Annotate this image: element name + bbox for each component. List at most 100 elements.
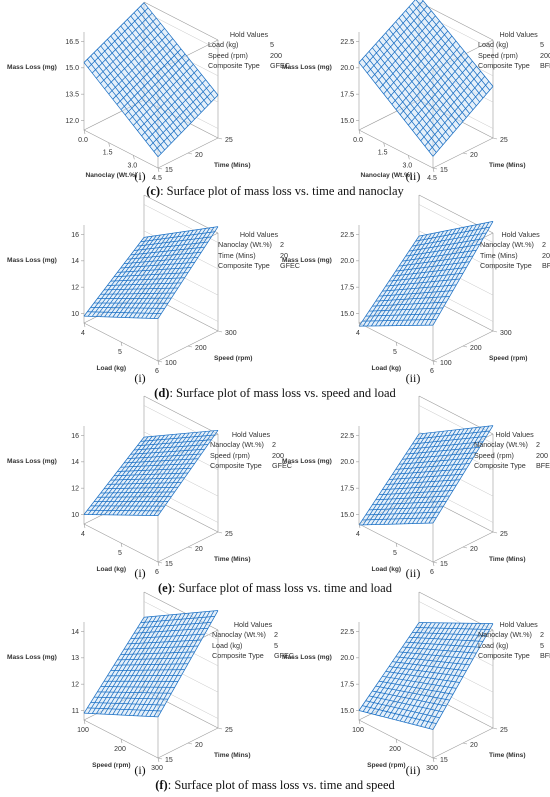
- y-axis-title: Time (Mins): [489, 556, 526, 563]
- surface-meshline: [153, 610, 215, 717]
- surface-meshline: [149, 430, 211, 516]
- hold-value-row: Nanoclay (Wt.%) 2: [480, 240, 550, 250]
- hold-value-row: Composite Type BFEC: [478, 651, 550, 661]
- surface-meshline: [428, 81, 490, 152]
- hold-values: Hold Values Nanoclay (Wt.%) 2 Time (Mins) 20…: [218, 230, 300, 271]
- z-tick-label: 22.5: [340, 629, 354, 636]
- surface-meshline: [412, 436, 487, 445]
- hold-value-value: GFEC: [280, 260, 300, 270]
- hold-value-row: Nanoclay (Wt.%) 2: [218, 240, 300, 250]
- x-tick: [120, 542, 123, 548]
- panel-label: (i): [134, 763, 146, 777]
- surface-meshline: [408, 441, 484, 450]
- surface-panel-c-i: 16.5 15.0 13.5 12.0 0.0 1.5 3.0 4.5 25 20 15 Mass L…: [0, 1, 290, 182]
- hold-value-name: Speed (rpm): [478, 50, 518, 60]
- surface-panel-c-ii: 22.5 20.0 17.5 15.0 0.0 1.5 3.0 4.5 25 20 15 Mass L…: [275, 0, 550, 182]
- y-tick-label: 300: [225, 330, 237, 337]
- y-tick-label: 15: [440, 561, 448, 568]
- y-tick: [217, 330, 223, 333]
- panel-label: (ii): [405, 566, 421, 580]
- x-tick-label: 5: [118, 349, 122, 356]
- surface-meshline: [412, 232, 487, 247]
- x-axis-title: Nanoclay (Wt.%): [360, 172, 412, 179]
- z-tick-label: 15.0: [340, 512, 354, 519]
- y-tick-label: 25: [225, 137, 233, 144]
- y-tick-label: 25: [500, 727, 508, 734]
- x-tick-label: 4.5: [152, 175, 162, 182]
- y-axis-title: Time (Mins): [214, 556, 251, 563]
- x-tick-label: 4: [81, 531, 85, 538]
- surface-fill: [359, 425, 493, 526]
- hold-value-name: Composite Type: [478, 60, 530, 70]
- hold-value-name: Time (Mins): [480, 250, 518, 260]
- hold-value-name: Load (kg): [478, 640, 509, 650]
- panel-label: (ii): [405, 763, 421, 777]
- surface-meshline: [133, 444, 209, 451]
- surface-meshline: [157, 94, 219, 158]
- surface-plot: 14 13 12 11 100 200 300 25 20 15 Mass Loss (mg) Spe…: [7, 591, 251, 772]
- hold-value-row: Load (kg) 5: [212, 641, 294, 651]
- hold-values-title: Hold Values: [499, 30, 538, 39]
- panel-label: (ii): [405, 371, 421, 385]
- hold-value-value: 200: [270, 50, 282, 60]
- hold-value-row: Time (Mins) 20: [480, 251, 550, 261]
- surface-meshline: [428, 623, 490, 729]
- surface-plot: 22.5 20.0 17.5 15.0 4 5 6 25 20 15 Mass Loss (mg) L…: [282, 395, 526, 576]
- hold-value-row: Speed (rpm) 200: [474, 451, 550, 461]
- y-tick: [492, 531, 498, 534]
- z-tick-label: 13.5: [65, 91, 79, 98]
- surface-meshline: [408, 238, 484, 252]
- surface-panel-f-ii: 22.5 20.0 17.5 15.0 100 200 300 25 20 15 Mass Loss…: [275, 591, 550, 772]
- surface-meshline: [422, 0, 494, 87]
- y-tick: [432, 561, 438, 564]
- y-tick-label: 15: [165, 757, 173, 764]
- z-tick-label: 20.0: [340, 258, 354, 265]
- surface-meshline: [412, 2, 487, 95]
- x-tick: [358, 719, 361, 725]
- surface-meshline: [137, 621, 212, 629]
- hold-value-name: Nanoclay (Wt.%): [212, 630, 266, 640]
- y-tick: [492, 727, 498, 730]
- hold-value-row: Speed (rpm) 200: [208, 51, 290, 61]
- hold-value-name: Composite Type: [208, 60, 260, 70]
- surface-meshline: [418, 425, 494, 435]
- hold-values-title: Hold Values: [231, 430, 271, 439]
- surface-meshline: [149, 611, 211, 717]
- hold-value-value: 20: [542, 250, 550, 260]
- z-tick-label: 16: [71, 232, 79, 239]
- y-tick: [157, 561, 163, 564]
- surface-meshline: [140, 616, 215, 623]
- surface-meshline: [428, 222, 490, 326]
- surface-meshline: [143, 226, 219, 238]
- y-tick-label: 20: [195, 742, 203, 749]
- surface-fill: [84, 610, 218, 717]
- surface-panel-d-i: 16 14 12 10 4 5 6 300 200 100 Mass Loss (mg) Load (…: [0, 194, 300, 375]
- y-axis-title: Time (Mins): [489, 162, 526, 169]
- z-tick-label: 17.5: [340, 91, 354, 98]
- z-tick-label: 16: [71, 433, 79, 440]
- x-tick-label: 4: [81, 330, 85, 337]
- hold-value-row: Composite Type GFEC: [218, 261, 300, 271]
- hold-value-name: Composite Type: [212, 650, 264, 660]
- y-tick-label: 20: [470, 546, 478, 553]
- y-tick-label: 25: [225, 727, 233, 734]
- figure-caption: (f): Surface plot of mass loss vs. time …: [155, 778, 395, 792]
- hold-value-name: Load (kg): [208, 40, 239, 50]
- surface-meshline: [133, 241, 209, 251]
- y-axis-title: Speed (rpm): [214, 355, 252, 362]
- surface-plot: 22.5 20.0 17.5 15.0 100 200 300 25 20 15 Mass Loss…: [282, 591, 526, 772]
- y-tick-label: 100: [165, 360, 177, 367]
- x-axis-title: Load (kg): [96, 365, 126, 372]
- y-tick: [187, 742, 193, 745]
- hold-value-row: Composite Type GFEC: [212, 651, 294, 661]
- x-tick-label: 1.5: [103, 150, 113, 157]
- surface-meshline: [432, 425, 494, 524]
- figure-caption: (e): Surface plot of mass loss vs. time …: [158, 581, 392, 595]
- x-tick-label: 200: [114, 746, 126, 753]
- z-tick-label: 15.0: [65, 65, 79, 72]
- y-tick-label: 300: [500, 330, 512, 337]
- hold-value-value: BFEC: [536, 460, 550, 470]
- x-tick-label: 300: [426, 765, 438, 772]
- z-tick-label: 14: [71, 258, 79, 265]
